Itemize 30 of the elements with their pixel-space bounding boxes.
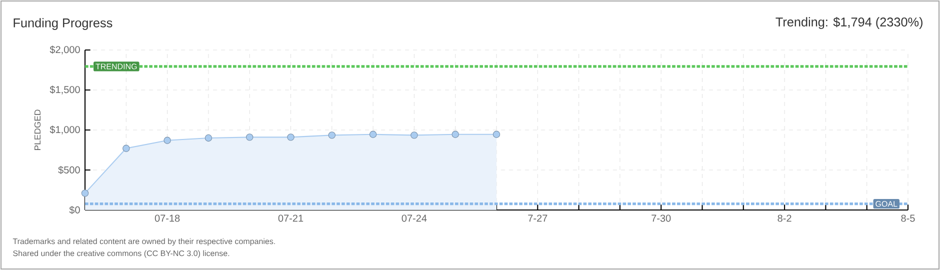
y-tick-label: $1,500 (50, 86, 80, 94)
point (492, 130, 500, 138)
x-tick-label: 8-5 (901, 214, 915, 222)
y-tick-label: $1,000 (50, 126, 80, 134)
point (81, 190, 89, 197)
x-tick-label: 07-24 (402, 214, 427, 222)
x-tick-label: 07-18 (154, 214, 180, 222)
point (369, 130, 377, 138)
point (452, 130, 459, 138)
y-tick-label: $2,000 (50, 46, 80, 54)
y-tick-label: $500 (58, 166, 80, 174)
text: Trending: $1,794 (2330%) (776, 16, 922, 29)
text: Shared under the creative commons (CC BY-NC 3.0) license. (13, 250, 230, 258)
ref-line-label: TRENDING (96, 64, 137, 70)
point (122, 144, 130, 152)
y-tick-label: $0 (69, 206, 80, 214)
y-axis-title: PLEDGED (34, 110, 41, 150)
point (246, 134, 254, 141)
x-tick-label: 7-27 (528, 214, 548, 222)
x-tick-label: 07-21 (278, 214, 304, 222)
x-tick-label: 8-2 (778, 214, 792, 222)
point (328, 132, 336, 139)
ref-line-label: GOAL (876, 201, 898, 207)
point (204, 134, 212, 142)
chart-title: Funding Progress (14, 18, 112, 30)
x-tick-label: 7-30 (652, 214, 671, 222)
point (287, 134, 294, 141)
point (410, 132, 418, 139)
text: Trademarks and related content are owned by their respective companies. (12, 238, 275, 246)
point (164, 136, 171, 144)
